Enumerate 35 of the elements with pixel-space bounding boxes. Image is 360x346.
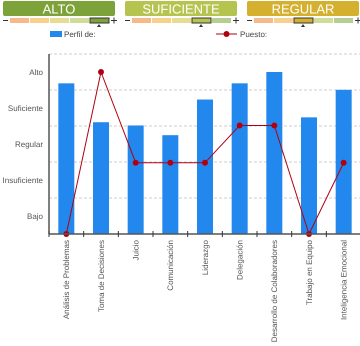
x-tick-label: Trabajo en Equipo (304, 239, 314, 306)
text: SUFICIENTE (142, 2, 220, 16)
legend-label: Perfil de: (64, 30, 96, 39)
point (236, 122, 243, 128)
bar (301, 117, 317, 234)
text: ALTO (42, 2, 76, 16)
point (98, 69, 104, 75)
point (202, 160, 208, 166)
x-tick-label: Delegación (235, 240, 244, 280)
text: Alto (29, 68, 44, 77)
bar (336, 90, 352, 234)
legend-label: Puesto: (240, 30, 268, 39)
x-tick-label: Toma de Decisiones (96, 240, 106, 312)
text: Regular (14, 140, 44, 149)
text: Insuficiente (2, 176, 44, 185)
x-tick-label: Liderazgo (200, 239, 210, 276)
point (132, 160, 139, 166)
text: Suficiente (8, 104, 44, 113)
x-tick-label: Análisis de Problemas (62, 240, 72, 320)
bar (266, 72, 282, 234)
x-tick-label: Juicio (131, 239, 140, 260)
x-tick-label: Desarrollo de Colaboradores (270, 240, 280, 342)
bar (197, 100, 213, 234)
text: Bajo (26, 212, 44, 221)
bar (58, 83, 74, 234)
bar (93, 122, 109, 234)
point (340, 160, 347, 166)
point (271, 122, 278, 128)
x-tick-label: Comunicación (166, 240, 176, 291)
text: REGULAR (272, 2, 334, 16)
bar (128, 125, 144, 234)
point (167, 160, 174, 166)
x-tick-label: Inteligencia Emocional (339, 240, 348, 320)
bar (162, 135, 178, 234)
bar (232, 83, 248, 234)
